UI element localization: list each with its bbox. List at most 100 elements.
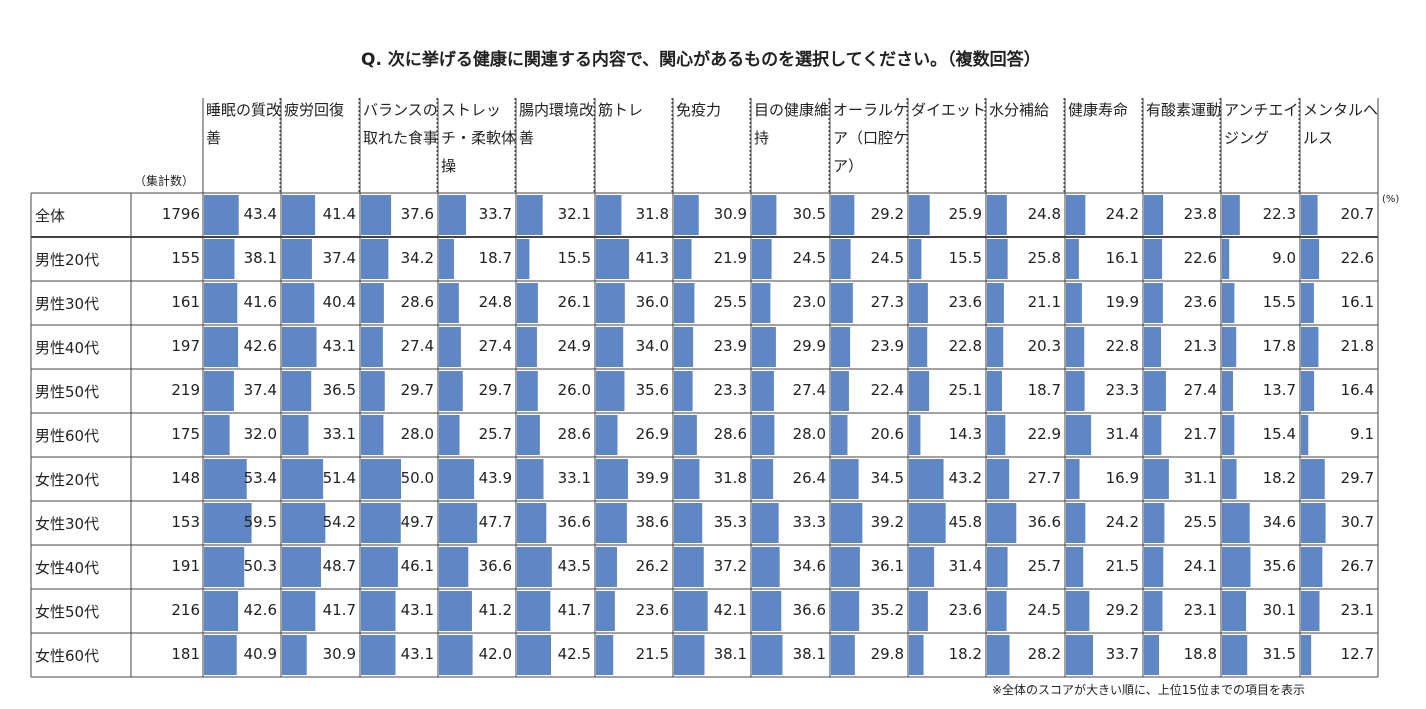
value-label: 16.4	[1340, 381, 1374, 399]
bar	[1066, 635, 1093, 675]
bar	[439, 283, 459, 323]
value-label: 46.1	[400, 557, 434, 575]
value-label: 47.7	[478, 513, 512, 531]
bar	[1144, 503, 1165, 543]
bar	[909, 459, 944, 499]
value-label: 26.0	[557, 381, 591, 399]
value-label: 43.1	[400, 601, 434, 619]
bar	[987, 459, 1010, 499]
bar	[439, 635, 473, 675]
value-label: 20.6	[870, 425, 904, 443]
bar	[361, 239, 389, 279]
bar	[439, 327, 461, 367]
value-label: 22.8	[1105, 337, 1139, 355]
bar	[1301, 591, 1320, 631]
value-label: 16.1	[1105, 249, 1139, 267]
value-label: 41.6	[243, 293, 277, 311]
value-label: 24.2	[1105, 205, 1139, 223]
bar	[674, 635, 705, 675]
bar	[1222, 635, 1248, 675]
bar	[439, 503, 478, 543]
bar	[439, 591, 472, 631]
value-label: 31.1	[1183, 469, 1217, 487]
bar	[909, 635, 924, 675]
bar	[831, 327, 851, 367]
bar	[517, 195, 543, 235]
bar	[987, 283, 1004, 323]
value-label: 38.1	[243, 249, 277, 267]
bar	[204, 635, 237, 675]
value-label: 29.7	[1340, 469, 1374, 487]
row-count: 175	[171, 425, 200, 443]
bar	[517, 591, 551, 631]
bar	[517, 415, 540, 455]
value-label: 37.2	[713, 557, 747, 575]
bar	[674, 547, 704, 587]
row-label: 女性20代	[35, 471, 100, 489]
bar	[361, 591, 396, 631]
row-label: 女性40代	[35, 559, 100, 577]
bar	[1144, 371, 1166, 411]
value-label: 50.3	[243, 557, 277, 575]
bar	[596, 591, 615, 631]
value-label: 43.5	[557, 557, 591, 575]
bar	[282, 635, 307, 675]
column-header: アンチエイジング	[1224, 101, 1299, 147]
bar	[752, 371, 774, 411]
bar	[987, 195, 1007, 235]
bar	[1222, 503, 1250, 543]
bar	[1222, 239, 1230, 279]
bar	[596, 371, 625, 411]
value-label: 23.1	[1340, 601, 1374, 619]
row-count: 155	[171, 249, 200, 267]
value-label: 25.5	[713, 293, 747, 311]
value-label: 21.7	[1183, 425, 1217, 443]
value-label: 17.8	[1262, 337, 1296, 355]
value-label: 36.6	[557, 513, 591, 531]
value-label: 38.6	[635, 513, 669, 531]
bar	[674, 415, 697, 455]
value-label: 9.1	[1350, 425, 1374, 443]
value-label: 40.4	[322, 293, 356, 311]
value-label: 23.1	[1183, 601, 1217, 619]
value-label: 29.9	[792, 337, 826, 355]
value-label: 23.3	[713, 381, 747, 399]
value-label: 21.8	[1340, 337, 1374, 355]
value-label: 34.0	[635, 337, 669, 355]
value-label: 41.3	[635, 249, 669, 267]
row-count: 1796	[161, 205, 200, 223]
bar	[204, 371, 234, 411]
bar	[282, 327, 317, 367]
value-label: 34.5	[870, 469, 904, 487]
value-label: 24.5	[1027, 601, 1061, 619]
bar	[909, 239, 922, 279]
column-header: 免疫力	[676, 101, 722, 119]
bar	[987, 371, 1002, 411]
value-label: 35.3	[713, 513, 747, 531]
bar	[517, 547, 552, 587]
value-label: 38.1	[713, 645, 747, 663]
value-label: 21.1	[1027, 293, 1061, 311]
value-label: 22.6	[1340, 249, 1374, 267]
value-label: 14.3	[948, 425, 982, 443]
bar	[674, 459, 700, 499]
row-label: 女性50代	[35, 603, 100, 621]
value-label: 21.3	[1183, 337, 1217, 355]
bar	[439, 415, 460, 455]
bar	[204, 415, 230, 455]
bar	[1222, 547, 1251, 587]
value-label: 25.1	[948, 381, 982, 399]
value-label: 34.6	[1262, 513, 1296, 531]
value-label: 28.0	[792, 425, 826, 443]
column-header: 目の健康維持	[754, 101, 830, 147]
value-label: 43.2	[948, 469, 982, 487]
bar	[596, 415, 618, 455]
value-label: 18.2	[1262, 469, 1296, 487]
bar	[439, 195, 466, 235]
bar	[831, 195, 855, 235]
value-label: 18.8	[1183, 645, 1217, 663]
value-label: 22.8	[948, 337, 982, 355]
bar	[282, 371, 312, 411]
bar	[987, 415, 1006, 455]
value-label: 36.6	[1027, 513, 1061, 531]
